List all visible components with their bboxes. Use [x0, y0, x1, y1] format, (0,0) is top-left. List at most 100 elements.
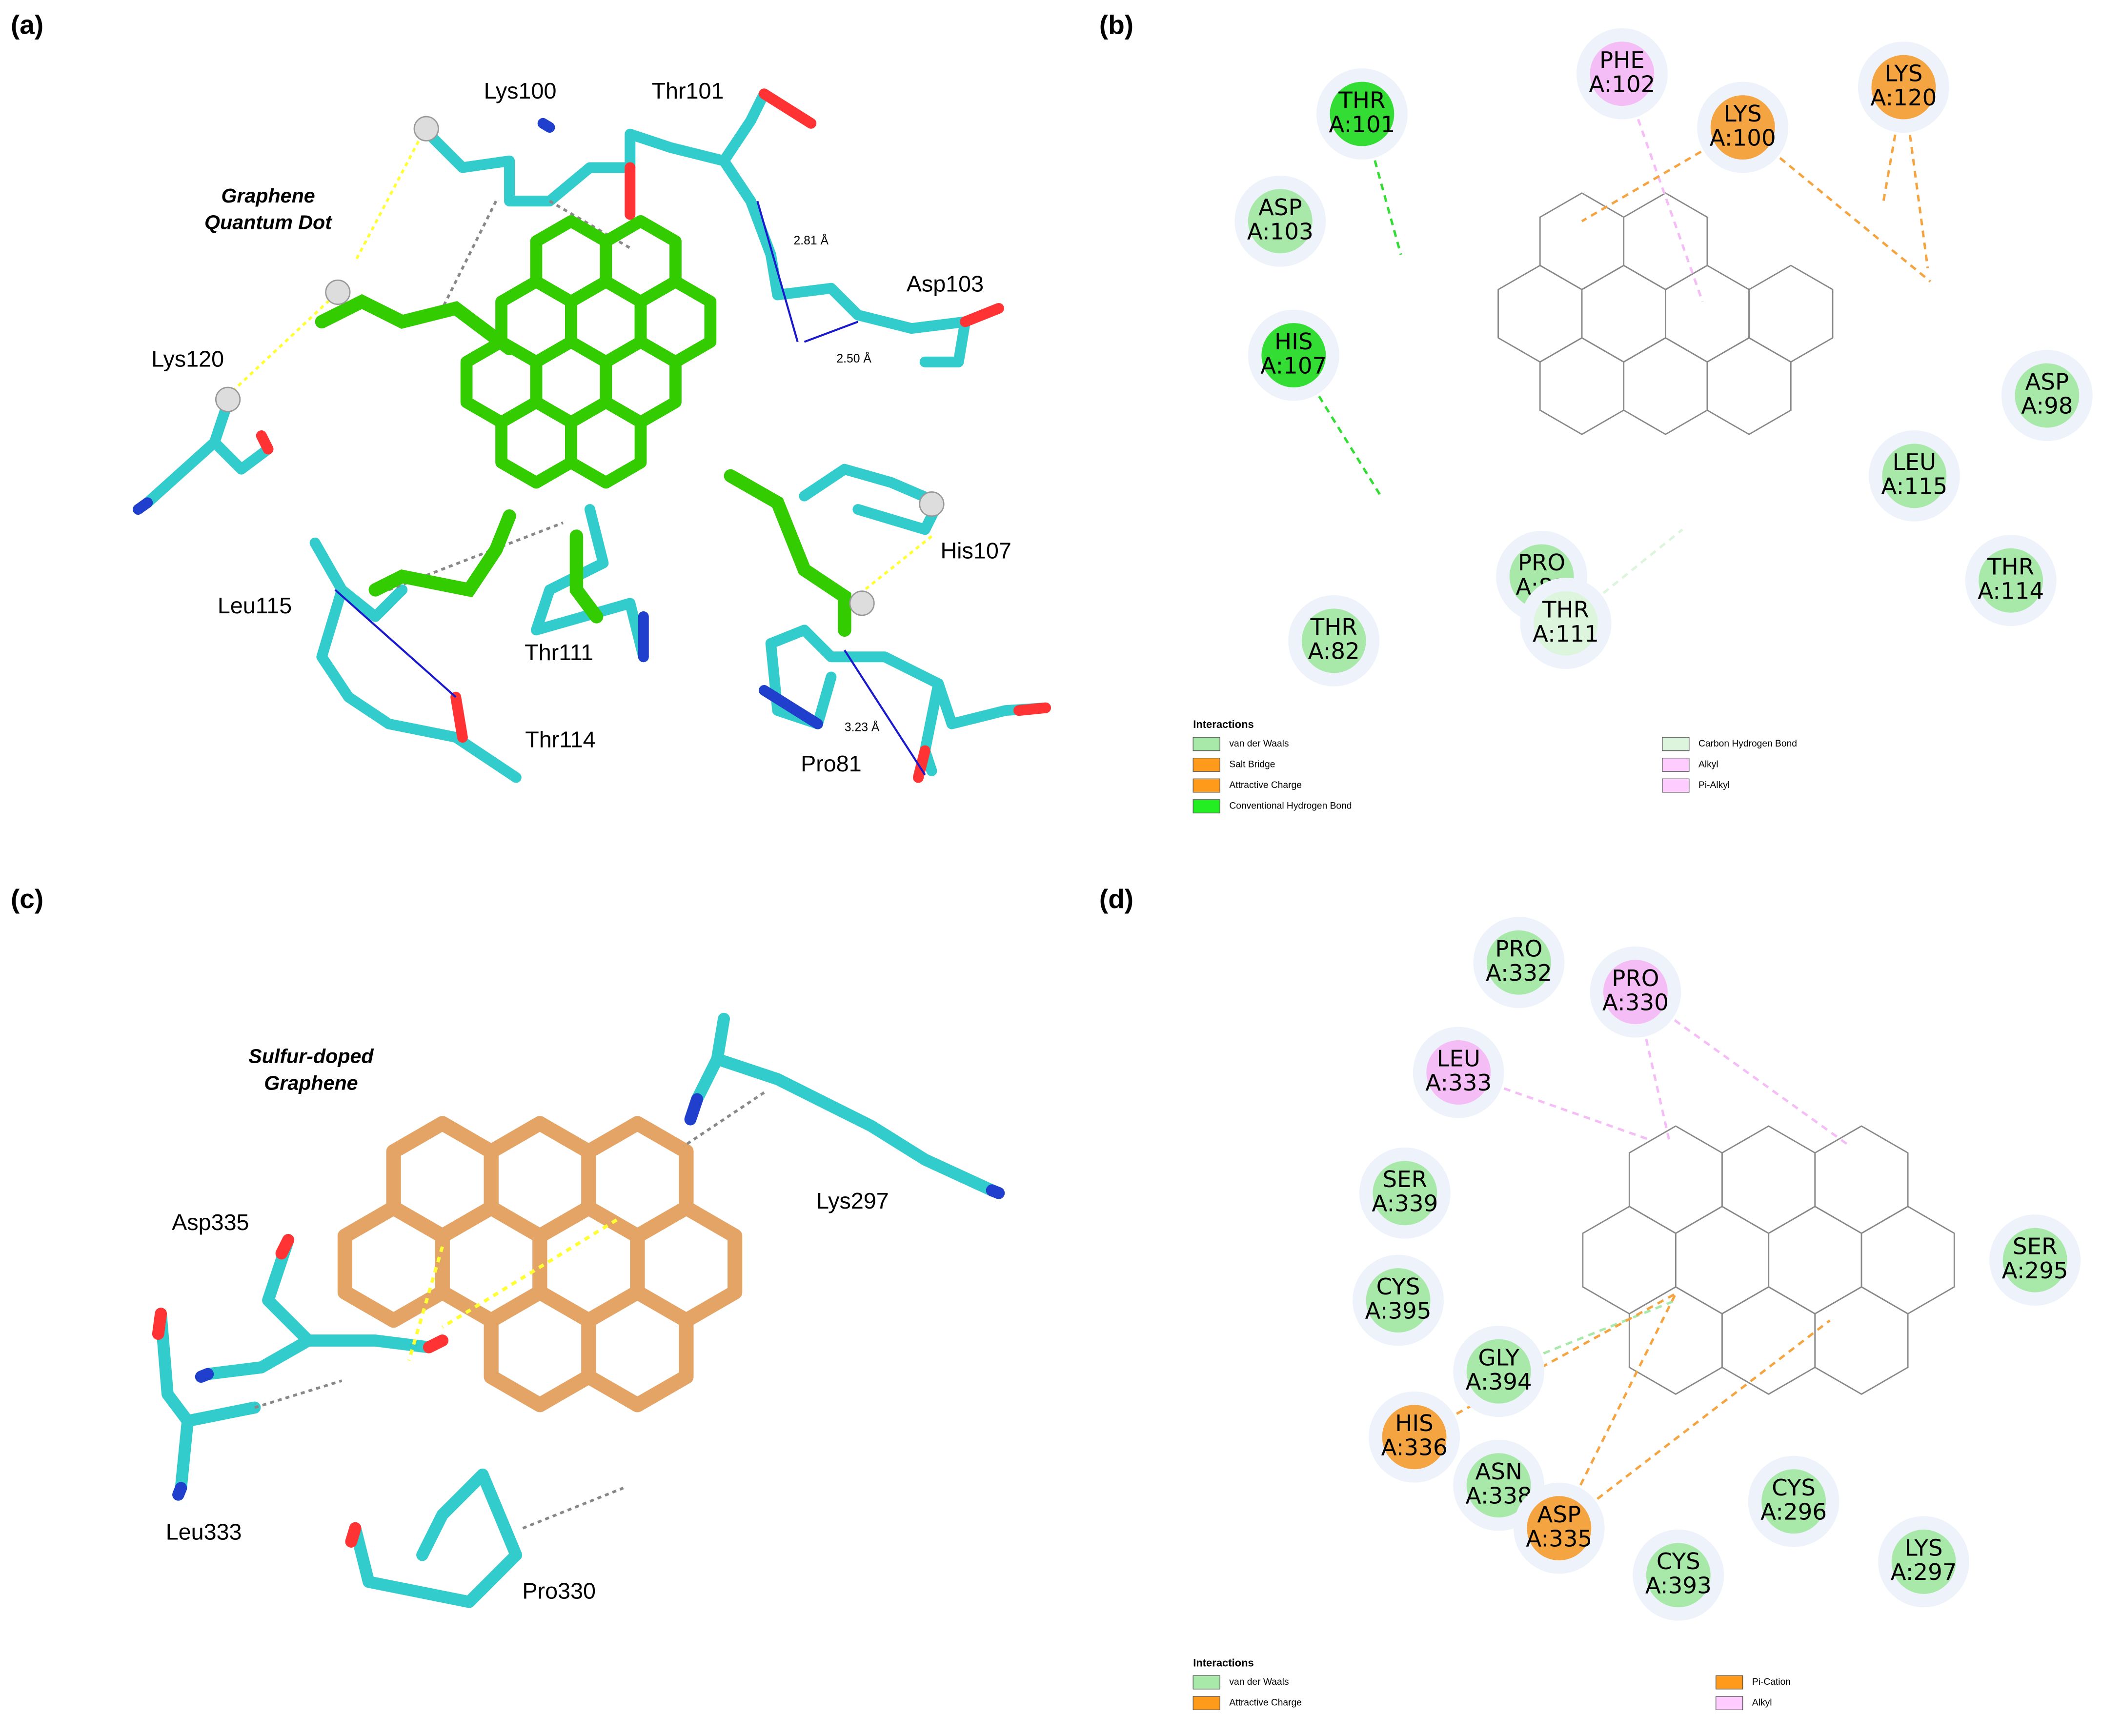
- residue-name: LYS: [1884, 61, 1922, 87]
- molecule-title: Quantum Dot: [204, 211, 333, 234]
- legend-swatch: [1192, 1696, 1220, 1711]
- residue-name: PHE: [1599, 47, 1645, 74]
- panel-a: [132, 88, 1051, 783]
- legend-title: Interactions: [1193, 718, 1254, 730]
- legend-swatch: [1192, 758, 1220, 772]
- legend-label: Pi-Cation: [1752, 1677, 1791, 1687]
- residue-node: [1710, 95, 1775, 160]
- residue-label: Leu333: [166, 1519, 242, 1544]
- residue-node: [1534, 591, 1598, 656]
- interaction-line: [1558, 1293, 1677, 1529]
- residue-name: THR: [1542, 597, 1589, 623]
- residue-node: [2002, 1228, 2067, 1292]
- residue-node: [1527, 1496, 1592, 1561]
- residue-name: LEU: [1893, 449, 1937, 476]
- residue-node: [1466, 1339, 1531, 1404]
- residue-name: GLY: [1478, 1345, 1519, 1371]
- interaction-line: [1414, 1292, 1677, 1438]
- residue-id: A:393: [1645, 1573, 1712, 1599]
- legend-swatch: [1662, 758, 1690, 772]
- distance-label: 2.50 Å: [836, 352, 871, 365]
- residue-label: His107: [940, 538, 1011, 563]
- panel-label: (d): [1099, 884, 1133, 914]
- residue-id: A:107: [1260, 353, 1327, 379]
- residue-label: Thr114: [525, 727, 595, 752]
- residue-name: ASP: [1537, 1502, 1581, 1528]
- legend-swatch: [1192, 799, 1220, 814]
- residue-node: [1261, 323, 1326, 388]
- residue-id: A:114: [1978, 578, 2044, 605]
- interaction-line: [1635, 991, 1851, 1148]
- residue-label: Asp103: [907, 271, 984, 297]
- legend-title: Interactions: [1193, 1656, 1254, 1669]
- residue-id: A:115: [1881, 474, 1947, 500]
- legend-swatch: [1192, 1675, 1220, 1690]
- residue-node: [1761, 1469, 1826, 1534]
- residue-name: ASP: [2025, 369, 2069, 395]
- legend-swatch: [1662, 778, 1690, 793]
- residue-node: [1603, 960, 1668, 1025]
- residue-node: [1248, 189, 1313, 254]
- panel-label: (b): [1099, 9, 1133, 40]
- residue-node: [1891, 1529, 1956, 1594]
- residue-name: PRO: [1612, 966, 1659, 992]
- residue-label: Pro81: [801, 751, 862, 776]
- residue-id: A:332: [1486, 960, 1552, 987]
- legend-label: Attractive Charge: [1229, 1698, 1301, 1708]
- residue-id: A:297: [1891, 1559, 1957, 1586]
- residue-name: THR: [1338, 87, 1385, 114]
- residue-label: Leu115: [218, 593, 292, 618]
- legend-label: van der Waals: [1229, 739, 1289, 749]
- residue-id: A:101: [1329, 112, 1395, 138]
- residue-name: SER: [1383, 1167, 1428, 1193]
- residue-node: [1590, 41, 1655, 106]
- residue-id: A:395: [1365, 1298, 1432, 1324]
- residue-name: PRO: [1518, 550, 1565, 576]
- residue-node: [1871, 55, 1936, 120]
- residue-id: A:333: [1425, 1070, 1492, 1096]
- residue-node: [1301, 608, 1366, 673]
- residue-name: THR: [1987, 554, 2034, 580]
- residue-label: Lys100: [484, 78, 557, 103]
- ring: [1706, 337, 1792, 435]
- legend-label: Salt Bridge: [1229, 760, 1275, 770]
- interaction-line: [1458, 1071, 1650, 1141]
- residue-node: [1366, 1268, 1431, 1332]
- residue-label: Asp335: [172, 1210, 249, 1235]
- legend-label: van der Waals: [1229, 1677, 1289, 1687]
- residue-id: A:296: [1760, 1499, 1827, 1525]
- residue-node: [1466, 1453, 1531, 1518]
- residue-node: [1979, 548, 2043, 613]
- residue-label: Lys297: [816, 1188, 889, 1213]
- residue-name: LYS: [1724, 101, 1762, 127]
- panel-label: (c): [11, 884, 43, 914]
- ring: [581, 1285, 694, 1413]
- residue-label: Lys120: [151, 346, 224, 371]
- residue-name: ASP: [1258, 195, 1302, 221]
- residue-label: Pro330: [522, 1578, 596, 1603]
- legend-label: Carbon Hydrogen Bond: [1698, 739, 1797, 749]
- panel-b: THRA:101PHEA:102LYSA:100LYSA:120ASPA:103…: [1192, 28, 2093, 814]
- legend-label: Attractive Charge: [1229, 780, 1301, 790]
- legend-label: Conventional Hydrogen Bond: [1229, 801, 1352, 811]
- residue-name: THR: [1310, 614, 1357, 641]
- residue-id: A:82: [1308, 639, 1360, 665]
- residue-id: A:335: [1526, 1526, 1592, 1552]
- residue-id: A:336: [1381, 1435, 1448, 1461]
- residue-id: A:100: [1710, 125, 1776, 151]
- residue-node: [1646, 1543, 1711, 1608]
- legend-label: Pi-Alkyl: [1698, 780, 1730, 790]
- ring: [1814, 1286, 1909, 1395]
- distance-label: 3.23 Å: [845, 720, 880, 734]
- residue-id: A:111: [1533, 621, 1599, 647]
- ring: [565, 396, 647, 489]
- interaction-line: [1558, 1319, 1831, 1530]
- residue-id: A:295: [2002, 1258, 2068, 1284]
- molecule-title: Graphene: [264, 1072, 358, 1094]
- residue-id: A:102: [1589, 71, 1655, 98]
- residue-node: [1426, 1040, 1491, 1105]
- residue-name: SER: [2013, 1233, 2058, 1260]
